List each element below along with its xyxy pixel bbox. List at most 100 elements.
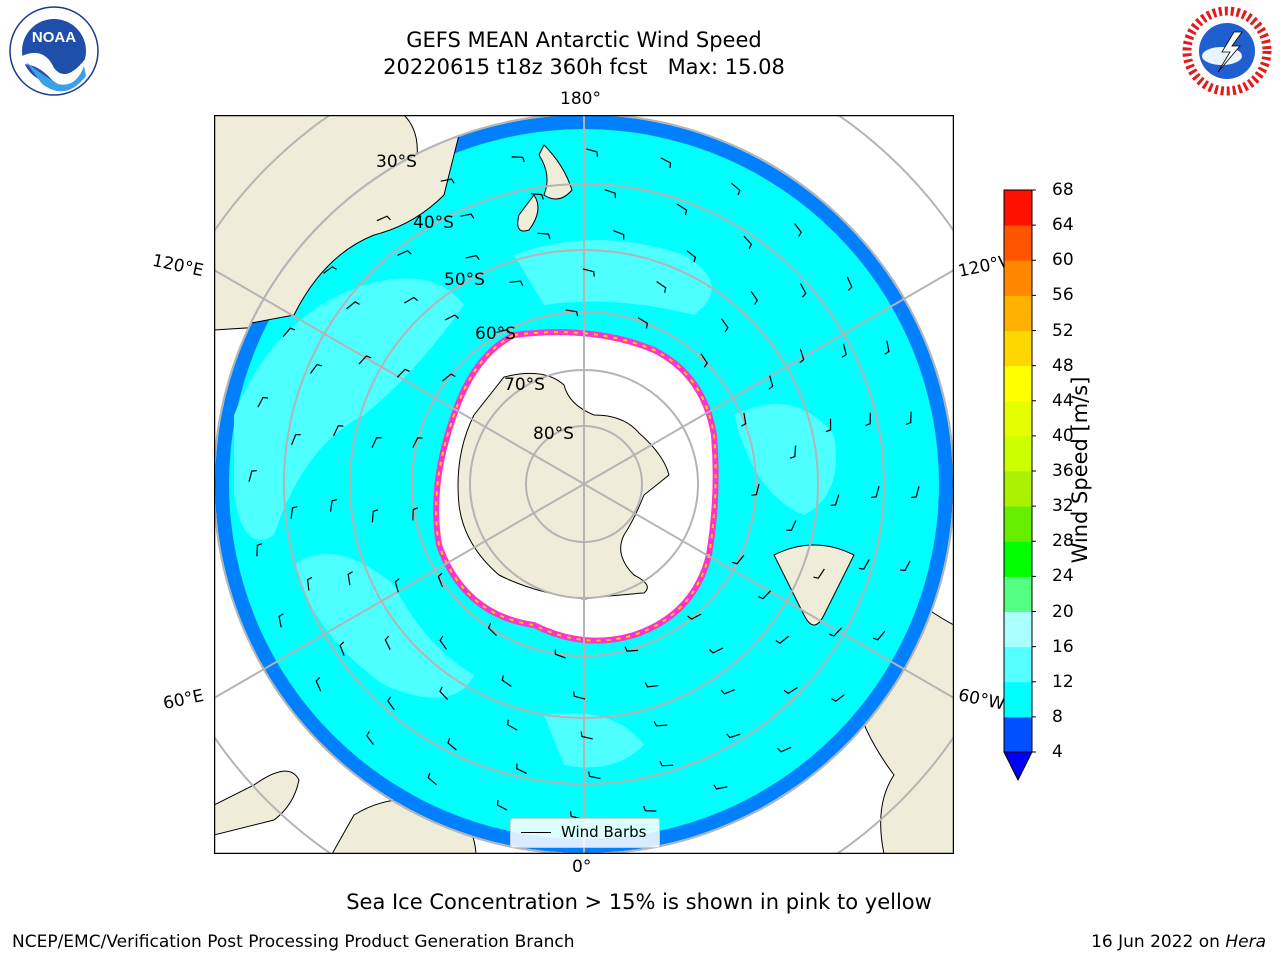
wind-barb	[442, 373, 456, 382]
wind-barb	[720, 689, 735, 695]
wind-barb	[758, 590, 772, 600]
wind-barb	[786, 520, 797, 532]
colorbar-segment	[1004, 681, 1032, 718]
colorbar-segment	[1004, 646, 1032, 683]
lon-label-60e: 60°E	[161, 685, 206, 715]
wind-barb	[256, 543, 263, 557]
polar-map	[214, 115, 954, 854]
colorbar-tick-label: 8	[1052, 706, 1063, 727]
wind-barb	[726, 733, 741, 739]
wind-barb	[366, 731, 374, 745]
wind-barb	[509, 280, 524, 286]
wind-barb	[713, 784, 728, 790]
wind-barb	[582, 268, 595, 277]
colorbar-tick-label: 64	[1052, 215, 1074, 236]
wind-barb	[813, 568, 825, 579]
wind-barb	[516, 763, 527, 774]
wind-barb	[831, 694, 845, 702]
wind-barb	[371, 509, 379, 523]
colorbar-segment	[1004, 365, 1032, 402]
wind-barb	[686, 250, 697, 263]
lon-label-60w: 60°W	[956, 685, 1007, 715]
colorbar-tick-label: 32	[1052, 496, 1074, 517]
wind-barb	[644, 682, 659, 688]
lat-label-70s: 70°S	[504, 375, 545, 395]
wind-barb	[643, 805, 657, 812]
lat-label-30s: 30°S	[376, 152, 417, 172]
wind-barb	[741, 412, 747, 427]
colorbar-segment	[1004, 400, 1032, 437]
colorbar-segment	[1004, 611, 1032, 648]
wind-barb	[858, 559, 870, 570]
lon-label-180: 180°	[560, 89, 601, 109]
wind-barb	[676, 203, 688, 216]
wind-barb	[789, 445, 797, 459]
wind-barb	[829, 627, 842, 637]
lat-label-50s: 50°S	[444, 270, 485, 290]
colorbar-tick-label: 16	[1052, 636, 1074, 657]
colorbar-segment	[1004, 295, 1032, 331]
wind-barb	[496, 328, 511, 334]
wind-barb	[768, 375, 774, 390]
wind-barb	[865, 412, 871, 427]
sea-ice-caption: Sea Ice Concentration > 15% is shown in …	[346, 890, 932, 914]
colorbar-tick-label: 48	[1052, 355, 1074, 376]
wind-barb	[447, 738, 457, 751]
lat-label-40s: 40°S	[413, 213, 454, 233]
wind-barb	[731, 182, 741, 196]
wind-barb	[660, 157, 672, 169]
wind-barb	[732, 554, 745, 565]
map-frame	[214, 115, 954, 854]
colorbar-tick-label: 12	[1052, 671, 1074, 692]
wind-barb	[777, 746, 792, 753]
lat-label-80s: 80°S	[533, 424, 574, 444]
colorbar-tick-label: 68	[1052, 180, 1074, 200]
footer-credit: NCEP/EMC/Verification Post Processing Pr…	[12, 932, 575, 952]
wind-barb	[501, 675, 512, 687]
wind-barb	[465, 254, 480, 261]
nws-logo	[1182, 6, 1272, 96]
wind-barb	[412, 437, 423, 448]
wind-barbs	[248, 148, 920, 820]
wind-barb	[884, 340, 890, 355]
wind-barb	[530, 193, 544, 200]
wind-barb	[537, 232, 551, 239]
colorbar-tick-label: 60	[1052, 250, 1074, 271]
wind-barb	[700, 353, 708, 368]
wind-barb	[750, 290, 759, 305]
wind-barb	[487, 623, 497, 637]
wind-barb	[799, 283, 807, 298]
legend-label: Wind Barbs	[561, 823, 647, 841]
wind-barb	[394, 578, 400, 593]
wind-barb	[899, 560, 911, 572]
colorbar-tick-label: 52	[1052, 320, 1074, 341]
colorbar-segment	[1004, 190, 1032, 226]
lat-label-60s: 60°S	[475, 324, 516, 344]
wind-barb	[794, 223, 802, 237]
wind-barb	[511, 156, 525, 163]
wind-barb	[282, 327, 296, 337]
colorbar-tick-label: 28	[1052, 531, 1074, 552]
wind-barb	[799, 348, 805, 364]
wind-barb	[323, 266, 337, 274]
colorbar-segment	[1004, 330, 1032, 367]
wind-barb	[248, 469, 257, 482]
wind-barb	[830, 494, 840, 506]
wind-barb	[613, 230, 625, 240]
wind-barb	[656, 281, 667, 293]
colorbar-segment	[1004, 576, 1032, 612]
wind-barb	[604, 189, 616, 199]
wind-barb	[376, 215, 391, 222]
wind-barb	[403, 296, 419, 304]
colorbar-segment	[1004, 541, 1032, 577]
wind-barb	[397, 249, 412, 256]
wind-barb	[396, 368, 410, 378]
wind-barb	[439, 686, 449, 700]
wind-barb	[278, 613, 284, 628]
wind-barb	[721, 318, 729, 333]
wind-barb	[841, 343, 847, 358]
wind-barb	[687, 613, 702, 620]
wind-barb	[871, 486, 880, 498]
wind-barb	[496, 799, 508, 811]
wind-barb	[358, 355, 372, 365]
